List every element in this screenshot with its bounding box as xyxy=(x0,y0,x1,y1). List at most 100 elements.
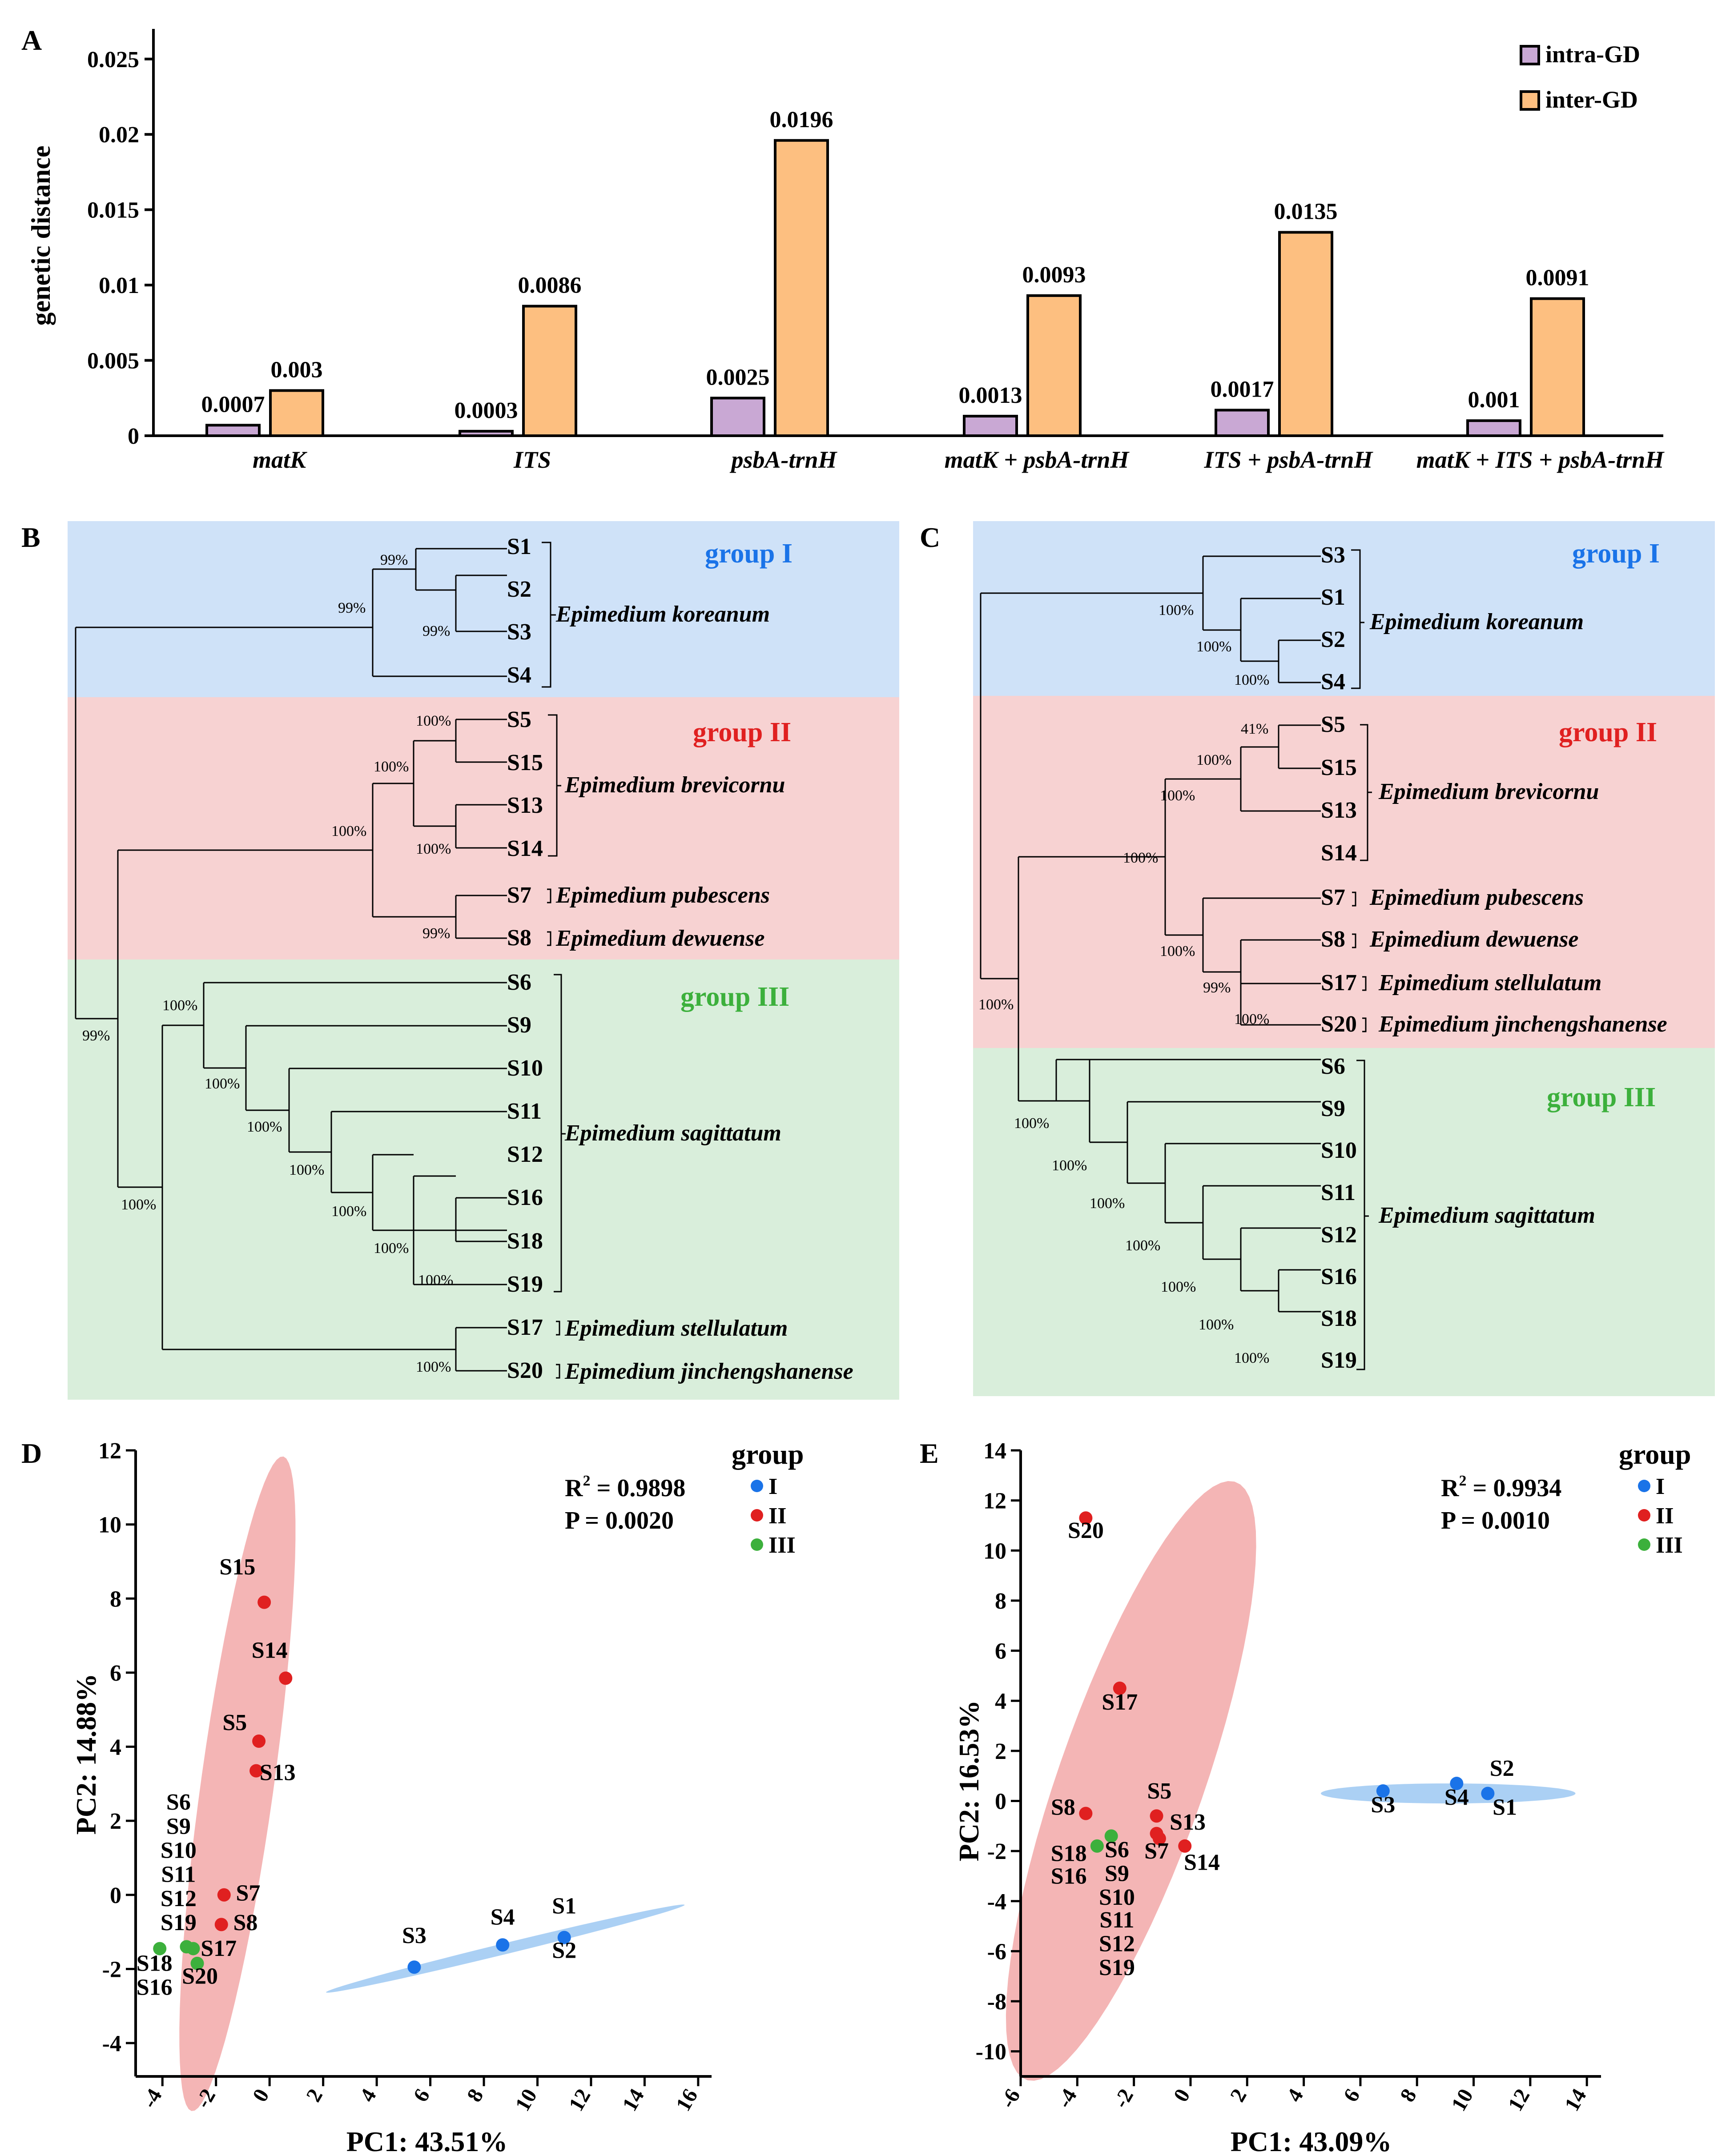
x-axis-label: PC1: 43.51% xyxy=(346,2126,508,2156)
x-tick-label: 14 xyxy=(1560,2085,1591,2115)
support-label: 99% xyxy=(1203,980,1231,996)
species-label: Epimedium stellulatum xyxy=(1378,970,1601,996)
y-tick-label: 0.01 xyxy=(99,273,139,298)
sample-point-s5 xyxy=(252,1734,266,1748)
tree-c-leaf-labels: S3 S1 S2 S4 S5 S15 S13 S14 S7 S8 S17 S20… xyxy=(1321,542,1357,1373)
sample-point-s7 xyxy=(1152,1831,1166,1845)
x-tick-label: 12 xyxy=(564,2085,595,2115)
panel-b: B 99% 99% 99% 100% 100% 100% 100% 99% 99… xyxy=(21,521,899,1400)
legend-dot-iii xyxy=(1638,1538,1650,1551)
legend-dot-iii xyxy=(751,1538,763,1551)
support-label: 100% xyxy=(1199,1317,1234,1333)
species-label: Epimedium pubescens xyxy=(555,883,770,908)
r2-label: R2 = 0.9898 xyxy=(565,1473,685,1502)
sample-label: S3 xyxy=(402,1923,426,1948)
x-tick-label: 14 xyxy=(618,2085,649,2115)
sample-label: S14 xyxy=(252,1638,288,1663)
tree-c-support-labels: 100% 100% 100% 41% 100% 100% 100% 100% 9… xyxy=(978,602,1269,1366)
y-tick-label: 0.025 xyxy=(87,47,139,72)
x-tick-label: 8 xyxy=(1396,2085,1421,2106)
y-tick-label: 0.005 xyxy=(87,349,139,374)
x-tick-label: -2 xyxy=(1109,2085,1138,2112)
support-label: 100% xyxy=(1159,602,1194,618)
group-label-i: group I xyxy=(1572,538,1660,569)
leaf-label: S1 xyxy=(507,534,531,559)
x-tick-label: 6 xyxy=(409,2085,435,2106)
bar-value-label: 0.0025 xyxy=(706,365,770,390)
leaf-label: S7 xyxy=(1321,885,1345,910)
x-tick-label: 0 xyxy=(248,2085,274,2106)
sample-label: S3 xyxy=(1371,1792,1395,1818)
tree-c-branches xyxy=(980,555,1321,1313)
tree-b-brackets xyxy=(542,542,566,1379)
support-label: 100% xyxy=(1196,752,1231,768)
leaf-label: S13 xyxy=(507,793,543,818)
sample-point-s17 xyxy=(186,1942,200,1955)
support-label: 100% xyxy=(1160,943,1195,960)
x-category-label: ITS xyxy=(513,446,551,473)
y-tick-label: 6 xyxy=(995,1639,1006,1664)
legend-label-ii: II xyxy=(768,1503,786,1529)
leaf-label: S19 xyxy=(507,1272,543,1297)
leaf-label: S20 xyxy=(1321,1012,1357,1037)
leaf-label: S2 xyxy=(507,577,531,602)
legend-label-i: I xyxy=(1656,1474,1665,1499)
support-label: 99% xyxy=(422,623,450,639)
bar xyxy=(774,139,829,437)
species-label: Epimedium sagittatum xyxy=(1378,1203,1595,1228)
species-label: Epimedium dewuense xyxy=(1369,927,1578,952)
bar-value-label: 0.0003 xyxy=(455,398,518,423)
support-label: 100% xyxy=(978,996,1014,1013)
group-label-ii: group II xyxy=(1559,717,1657,747)
support-label: 100% xyxy=(1234,672,1269,688)
panel-a: A genetic distance 0 0.005 0.01 0.015 0.02 0.… xyxy=(21,24,1665,473)
sample-point-s8 xyxy=(1079,1807,1093,1820)
y-tick-label: 0 xyxy=(995,1789,1006,1814)
leaf-label: S8 xyxy=(507,925,531,951)
panel-letter-b: B xyxy=(21,522,40,553)
y-tick-label: -4 xyxy=(102,2031,121,2056)
bar-value-label: 0.0135 xyxy=(1274,199,1338,225)
sample-label: S4 xyxy=(491,1904,515,1930)
leaf-label: S3 xyxy=(1321,542,1345,568)
y-tick-label: 2 xyxy=(995,1739,1006,1764)
leaf-label: S15 xyxy=(1321,755,1357,780)
leaf-label: S10 xyxy=(1321,1138,1357,1163)
leaf-label: S8 xyxy=(1321,927,1345,952)
tree-c-species-labels: Epimedium koreanum Epimedium brevicornu … xyxy=(1369,609,1667,1228)
species-label: Epimedium koreanum xyxy=(555,602,770,627)
leaf-label: S12 xyxy=(1321,1222,1357,1248)
support-label: 100% xyxy=(1123,850,1158,866)
x-tick-label: 2 xyxy=(302,2085,327,2106)
sample-label: S16 xyxy=(1051,1863,1087,1889)
panel-d: D PC2: 14.88% PC1: 43.51% -4 -2 0 2 4 6 8 10 12 -… xyxy=(21,1437,804,2156)
y-axis-label: genetic distance xyxy=(26,146,56,326)
support-label: 100% xyxy=(331,823,366,839)
y-axis-label: PC2: 14.88% xyxy=(70,1674,102,1835)
x-tick-label: 10 xyxy=(1447,2085,1478,2115)
leaf-label: S13 xyxy=(1321,798,1357,823)
x-tick-label: 10 xyxy=(511,2085,542,2115)
bar-value-label: 0.001 xyxy=(1468,387,1520,413)
confidence-ellipse-group-ii xyxy=(1006,1481,1256,2081)
sample-label: S15 xyxy=(219,1554,255,1580)
y-tick-label: 10 xyxy=(98,1513,121,1538)
tree-c-group-labels: group I group II group III xyxy=(1547,538,1660,1112)
leaf-label: S15 xyxy=(507,750,543,775)
leaf-label: S17 xyxy=(507,1315,543,1340)
tree-b-branches xyxy=(75,548,507,1372)
sample-point-s17 xyxy=(1113,1682,1127,1695)
group-label-iii: group III xyxy=(680,982,789,1012)
y-tick-label: 10 xyxy=(983,1538,1006,1564)
legend-title: group xyxy=(732,1438,804,1470)
bar xyxy=(522,305,577,437)
support-label: 100% xyxy=(162,997,197,1014)
leaf-label: S10 xyxy=(507,1056,543,1081)
x-tick-label: -4 xyxy=(137,2085,167,2112)
species-label: Epimedium stellulatum xyxy=(564,1316,788,1341)
leaf-label: S6 xyxy=(1321,1054,1345,1079)
sample-label: S20 xyxy=(182,1964,218,1989)
leaf-label: S7 xyxy=(507,883,531,908)
bar xyxy=(1278,231,1333,437)
